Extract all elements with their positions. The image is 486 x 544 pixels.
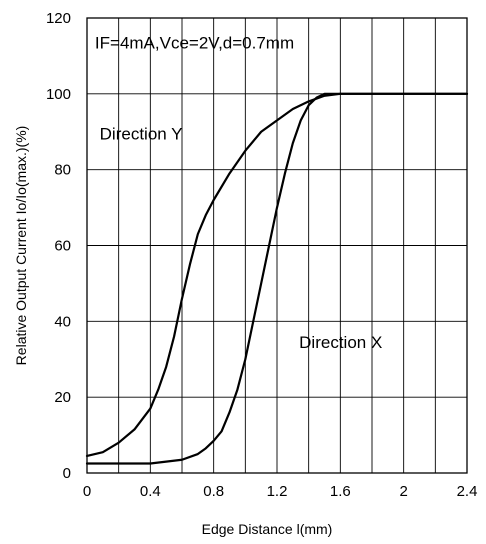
annotation-label: Direction Y	[100, 124, 183, 143]
y-tick-label: 40	[54, 313, 71, 330]
x-tick-label: 0	[83, 483, 91, 500]
y-tick-label: 0	[63, 465, 71, 482]
series-line-direction-x	[85, 92, 469, 465]
y-tick-label: 20	[54, 389, 71, 406]
x-tick-label: 2	[399, 483, 407, 500]
x-tick-label: 0.8	[203, 483, 224, 500]
y-tick-label: 80	[54, 162, 71, 179]
x-tick-label: 1.6	[330, 483, 351, 500]
y-tick-label: 100	[46, 86, 71, 103]
x-tick-label: 2.4	[457, 483, 478, 500]
series-layer	[85, 92, 469, 465]
tick-label-layer: 0 0.4 0.8 1.2 1.6 2 2.4 0 20 40 60 80 100 120	[46, 10, 477, 500]
y-tick-label: 60	[54, 238, 71, 255]
annotation-label: IF=4mA,Vce=2V,d=0.7mm	[95, 33, 294, 52]
x-axis-title: Edge Distance l(mm)	[202, 521, 333, 537]
x-tick-label: 1.2	[267, 483, 288, 500]
grid-layer	[87, 18, 467, 473]
y-axis-title: Relative Output Current Io/Io(max.)(%)	[13, 126, 29, 366]
annotation-label: Direction X	[299, 333, 382, 352]
y-tick-label: 120	[46, 10, 71, 27]
plot-frame	[86, 17, 468, 474]
annotation-layer: IF=4mA,Vce=2V,d=0.7mm Direction Y Directio…	[95, 33, 382, 352]
x-tick-label: 0.4	[140, 483, 161, 500]
